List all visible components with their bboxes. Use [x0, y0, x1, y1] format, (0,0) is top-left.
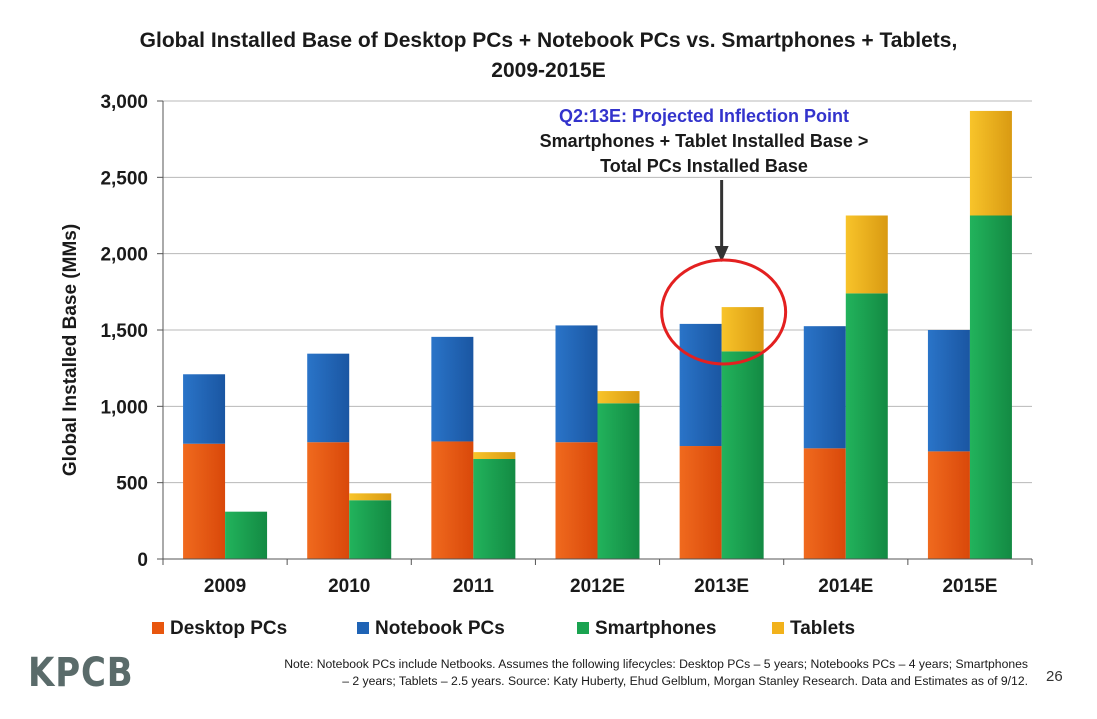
bar-smartphones-2014e [845, 293, 888, 559]
y-tick-label: 0 [137, 550, 148, 571]
footnote-line-2: – 2 years; Tablets – 2.5 years. Source: … [342, 674, 1028, 688]
bar-desktop-pcs-2015e [927, 451, 970, 559]
annotation-line-3: Total PCs Installed Base [600, 156, 808, 176]
y-tick-label: 3,000 [100, 92, 148, 113]
legend-item-tablets: Tablets [772, 618, 855, 640]
x-tick-label-2014e: 2014E [818, 576, 873, 597]
x-tick-label-2015e: 2015E [942, 576, 997, 597]
bar-notebook-pcs-2015e [927, 330, 970, 452]
x-tick-label-2010: 2010 [328, 576, 370, 597]
legend-item-desktop-pcs: Desktop PCs [152, 618, 287, 640]
bar-smartphones-2015e [969, 215, 1012, 559]
bar-notebook-pcs-2011 [431, 336, 474, 442]
annotation-headline: Q2:13E: Projected Inflection Point [559, 106, 849, 126]
y-tick-label: 1,000 [100, 397, 148, 418]
bar-desktop-pcs-2014e [803, 448, 846, 559]
annotation: Q2:13E: Projected Inflection Point Smartp… [540, 106, 869, 366]
y-axis-title: Global Installed Base (MMs) [60, 224, 81, 476]
bar-notebook-pcs-2009 [183, 374, 226, 444]
bar-notebook-pcs-2012e [555, 325, 598, 443]
chart-title-line-1: Global Installed Base of Desktop PCs + N… [139, 29, 958, 52]
x-tick-label-2012e: 2012E [570, 576, 625, 597]
legend-swatch-notebook-pcs [357, 622, 369, 634]
bar-desktop-pcs-2012e [555, 442, 598, 559]
footnote: Note: Notebook PCs include Netbooks. Ass… [170, 656, 1028, 690]
bar-notebook-pcs-2014e [803, 326, 846, 449]
y-tick-label: 2,500 [100, 168, 148, 189]
stacked-bar-chart: 0 500 1,000 1,500 2,000 2,500 3,000 Global Inst… [60, 92, 1033, 597]
annotation-arrowhead [714, 246, 729, 262]
annotation-line-2: Smartphones + Tablet Installed Base > [540, 131, 869, 151]
footnote-line-1: Note: Notebook PCs include Netbooks. Ass… [284, 657, 1028, 671]
y-tick-label: 500 [116, 474, 148, 495]
legend-swatch-desktop-pcs [152, 622, 164, 634]
annotation-circle [660, 258, 788, 366]
x-tick-label-2013e: 2013E [694, 576, 749, 597]
bars [183, 110, 1012, 559]
bar-smartphones-2009 [225, 511, 268, 559]
legend-label-desktop-pcs: Desktop PCs [170, 618, 288, 639]
bar-tablets-2010 [349, 493, 392, 501]
page-number: 26 [1046, 668, 1063, 685]
bar-smartphones-2010 [349, 500, 392, 559]
x-tick-label-2009: 2009 [204, 576, 246, 597]
y-tick-label: 1,500 [100, 321, 148, 342]
bar-notebook-pcs-2013e [679, 323, 722, 447]
bar-tablets-2015e [969, 110, 1012, 216]
bar-tablets-2013e [721, 307, 764, 352]
bar-desktop-pcs-2010 [307, 442, 350, 559]
legend-label-smartphones: Smartphones [595, 618, 717, 639]
bar-tablets-2014e [845, 215, 888, 294]
bar-desktop-pcs-2009 [183, 443, 226, 559]
bar-smartphones-2013e [721, 351, 764, 559]
y-tick-label: 2,000 [100, 245, 148, 266]
legend-item-notebook-pcs: Notebook PCs [357, 618, 505, 640]
legend-swatch-tablets [772, 622, 784, 634]
axes: 0 500 1,000 1,500 2,000 2,500 3,000 Global Inst… [60, 92, 1033, 597]
kpcb-logo: KPCB [28, 650, 134, 696]
x-tick-label-2011: 2011 [453, 576, 495, 597]
chart-title-line-2: 2009-2015E [491, 59, 606, 82]
chart-title: Global Installed Base of Desktop PCs + N… [0, 26, 1097, 86]
legend-swatch-smartphones [577, 622, 589, 634]
bar-tablets-2012e [597, 391, 640, 404]
legend-label-notebook-pcs: Notebook PCs [375, 618, 505, 639]
legend-label-tablets: Tablets [790, 618, 856, 639]
bar-desktop-pcs-2013e [679, 446, 722, 559]
bar-tablets-2011 [473, 452, 516, 460]
bar-desktop-pcs-2011 [431, 441, 474, 559]
bar-smartphones-2012e [597, 403, 640, 559]
legend-item-smartphones: Smartphones [577, 618, 716, 640]
bar-smartphones-2011 [473, 459, 516, 559]
bar-notebook-pcs-2010 [307, 353, 350, 443]
